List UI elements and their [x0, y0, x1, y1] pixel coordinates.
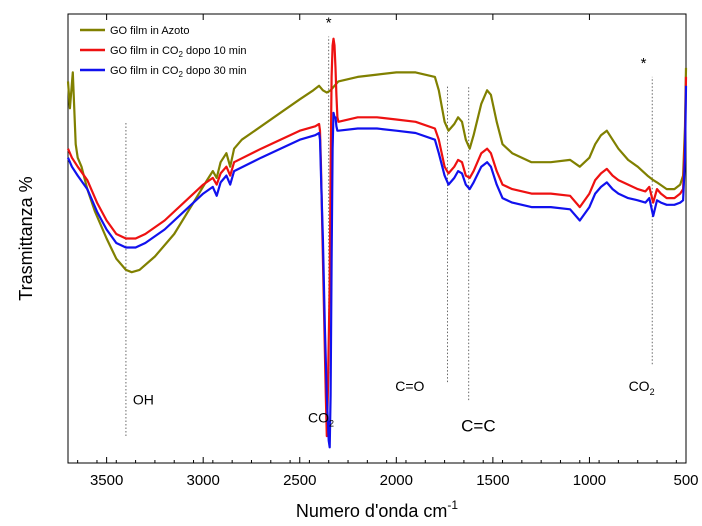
x-axis-label-text: Numero d'onda cm [296, 501, 448, 521]
plot-area [67, 13, 687, 464]
annotations: OH CO2 C=O C=C CO2 * * [133, 14, 655, 435]
y-axis-label: Trasmittanza % [16, 176, 36, 300]
annotation-label: * [641, 55, 647, 72]
x-tick-label: 1000 [573, 472, 606, 489]
x-tick-label: 500 [673, 472, 698, 489]
annotation-label: CO2 [629, 378, 655, 397]
reference-lines [125, 36, 653, 437]
x-tick-label: 3000 [187, 472, 220, 489]
legend-label-1: GO film in Azoto [110, 25, 189, 37]
annotation-label: * [326, 14, 332, 31]
x-axis-label-superscript: -1 [447, 498, 458, 512]
series-line-3 [66, 85, 688, 449]
x-tick-label: 3500 [90, 472, 123, 489]
x-tick-label: 2000 [380, 472, 413, 489]
legend-label-2: GO film in CO2 dopo 10 min [110, 45, 247, 59]
series-line-1 [66, 67, 688, 274]
x-tick-label: 1500 [476, 472, 509, 489]
annotation-label: OH [133, 392, 154, 408]
series-layer [66, 37, 688, 449]
x-axis: 3500 3000 2500 2000 1500 1000 500 [77, 14, 699, 489]
series-line-2 [66, 37, 688, 438]
annotation-label: CO2 [308, 410, 334, 429]
x-axis-label: Numero d'onda cm-1 [296, 498, 459, 521]
x-tick-label: 2500 [283, 472, 316, 489]
annotation-label: C=C [461, 417, 495, 436]
annotation-label: C=O [395, 378, 424, 394]
legend: GO film in Azoto GO film in CO2 dopo 10 m… [80, 25, 247, 79]
legend-label-3: GO film in CO2 dopo 30 min [110, 65, 247, 79]
